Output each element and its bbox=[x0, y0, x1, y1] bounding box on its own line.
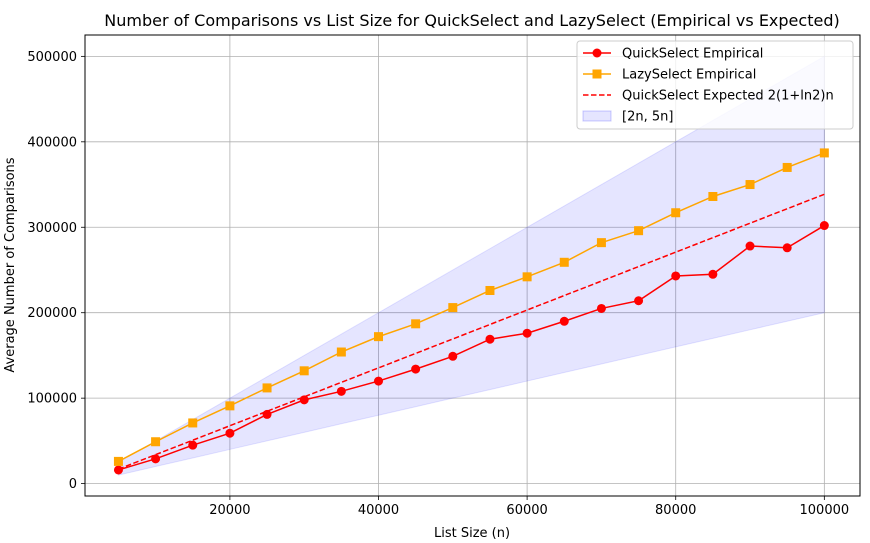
y-tick-label: 0 bbox=[69, 477, 77, 492]
x-tick-label: 60000 bbox=[506, 503, 547, 518]
data-point bbox=[634, 296, 644, 306]
legend-label: LazySelect Empirical bbox=[622, 68, 756, 83]
data-point bbox=[262, 383, 272, 393]
legend: QuickSelect Empirical LazySelect Empirica… bbox=[576, 40, 854, 130]
x-axis-ticks: 20000 40000 60000 80000 100000 bbox=[209, 496, 849, 518]
y-tick-label: 400000 bbox=[27, 135, 77, 150]
legend-marker bbox=[592, 69, 602, 79]
data-point bbox=[113, 456, 123, 466]
data-point bbox=[448, 303, 458, 313]
data-point bbox=[559, 257, 569, 267]
data-point bbox=[634, 226, 644, 236]
legend-box bbox=[576, 40, 854, 130]
data-point bbox=[745, 180, 755, 190]
data-point bbox=[188, 418, 198, 428]
data-point bbox=[708, 191, 718, 201]
y-axis-ticks: 0 100000 200000 300000 400000 500000 bbox=[27, 50, 85, 492]
legend-entry: QuickSelect Expected 2(1+ln2)n bbox=[583, 89, 834, 104]
legend-label: QuickSelect Expected 2(1+ln2)n bbox=[622, 89, 834, 104]
data-point bbox=[671, 271, 681, 281]
data-point bbox=[374, 376, 384, 386]
series-0 bbox=[113, 221, 829, 475]
data-point bbox=[559, 316, 569, 326]
y-tick-label: 200000 bbox=[27, 306, 77, 321]
data-point bbox=[819, 148, 829, 158]
data-point bbox=[522, 272, 532, 282]
series-line bbox=[118, 152, 825, 463]
x-tick-label: 20000 bbox=[209, 503, 250, 518]
data-point bbox=[151, 437, 161, 447]
legend-label: QuickSelect Empirical bbox=[622, 47, 763, 62]
data-point bbox=[596, 238, 606, 248]
expected-line bbox=[118, 193, 825, 470]
data-point bbox=[374, 332, 384, 342]
y-tick-label: 500000 bbox=[27, 50, 77, 65]
data-point bbox=[671, 208, 681, 218]
legend-marker bbox=[592, 48, 602, 58]
data-point bbox=[485, 285, 495, 295]
y-tick-label: 300000 bbox=[27, 221, 77, 236]
data-point bbox=[336, 386, 346, 396]
data-point bbox=[225, 401, 235, 411]
plot-frame bbox=[84, 34, 861, 497]
data-point bbox=[708, 269, 718, 279]
band-area bbox=[117, 55, 825, 476]
legend-entry: [2n, 5n] bbox=[582, 110, 673, 125]
data-point bbox=[448, 351, 458, 361]
data-point bbox=[819, 221, 829, 231]
data-point bbox=[262, 409, 272, 419]
data-point bbox=[113, 465, 123, 475]
legend-swatch bbox=[582, 110, 612, 122]
data-point bbox=[411, 364, 421, 374]
data-point bbox=[411, 319, 421, 329]
data-point bbox=[188, 440, 198, 450]
x-axis-label: List Size (n) bbox=[434, 526, 510, 541]
data-point bbox=[299, 395, 309, 405]
data-point bbox=[745, 241, 755, 251]
y-tick-label: 100000 bbox=[27, 392, 77, 407]
legend-entry: LazySelect Empirical bbox=[583, 68, 756, 83]
data-point bbox=[782, 243, 792, 253]
chart-title: Number of Comparisons vs List Size for Q… bbox=[104, 11, 839, 30]
x-tick-label: 80000 bbox=[655, 503, 696, 518]
legend-label: [2n, 5n] bbox=[622, 110, 673, 125]
data-point bbox=[782, 162, 792, 172]
data-point bbox=[485, 334, 495, 344]
y-axis-label: Average Number of Comparisons bbox=[3, 157, 18, 372]
data-point bbox=[151, 454, 161, 464]
series-1 bbox=[113, 148, 829, 466]
series-layer bbox=[113, 148, 829, 475]
data-point bbox=[225, 428, 235, 438]
x-tick-label: 40000 bbox=[358, 503, 399, 518]
band-layer bbox=[117, 55, 825, 476]
data-point bbox=[336, 347, 346, 357]
data-point bbox=[299, 366, 309, 376]
data-point bbox=[522, 328, 532, 338]
series-line bbox=[118, 224, 825, 471]
data-point bbox=[596, 303, 606, 313]
grid bbox=[85, 35, 860, 496]
legend-entry: QuickSelect Empirical bbox=[583, 47, 763, 62]
x-tick-label: 100000 bbox=[800, 503, 850, 518]
